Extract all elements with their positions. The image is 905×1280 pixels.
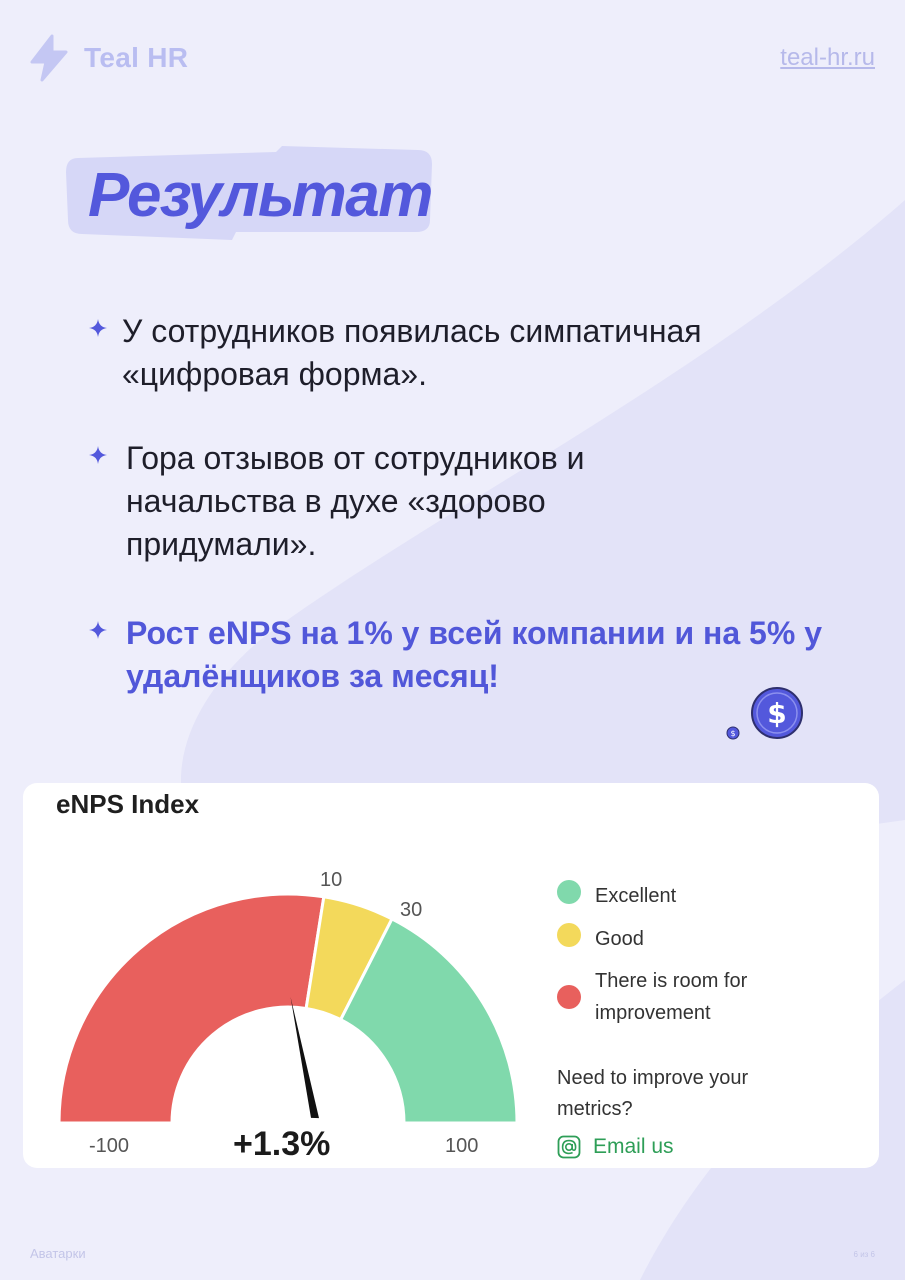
email-us-link[interactable]: Email us — [557, 1135, 674, 1159]
bullet-item: У сотрудников появилась симпатичная «циф… — [88, 310, 828, 396]
bullet-text: Гора отзывов от сотрудников и начальства… — [126, 440, 585, 562]
at-sign-icon — [557, 1135, 581, 1159]
lightning-icon — [30, 34, 68, 82]
small-coin-icon: $ — [726, 726, 740, 740]
tick-label-30: 30 — [400, 899, 423, 921]
legend-item-good: Good — [557, 923, 644, 955]
enps-card: eNPS Index -100 10 30 100 +1.3% Excellen… — [23, 783, 879, 1168]
sparkle-icon — [89, 319, 107, 337]
bullet-text-highlight: Рост eNPS на 1% у всей компании и на 5% … — [126, 615, 822, 694]
legend-label: Excellent — [595, 885, 677, 907]
tick-label-max: 100 — [445, 1135, 479, 1157]
gauge-segment-excellent — [338, 916, 519, 1125]
dollar-coin-icon: $ — [751, 687, 803, 739]
card-title: eNPS Index — [56, 789, 200, 819]
enps-gauge — [57, 892, 519, 1125]
bullet-text: У сотрудников появилась симпатичная «циф… — [122, 313, 702, 392]
sparkle-icon — [89, 621, 107, 639]
enps-value: +1.3% — [233, 1125, 331, 1163]
gauge-segment-room-for-improvement — [57, 892, 326, 1125]
page-title: Результат — [88, 161, 433, 230]
footer-page-indicator: 6 из 6 — [853, 1250, 875, 1259]
site-link[interactable]: teal-hr.ru — [780, 44, 875, 71]
tick-label-min: -100 — [89, 1135, 130, 1157]
email-us-label: Email us — [593, 1135, 674, 1158]
brand-logo[interactable]: Teal HR — [28, 34, 188, 82]
brand-name: Teal HR — [84, 42, 189, 73]
tick-label-10: 10 — [320, 869, 343, 891]
legend-dot-yellow — [557, 923, 581, 947]
bullet-item: Гора отзывов от сотрудников и начальства… — [88, 437, 828, 566]
legend-item-excellent: Excellent — [557, 880, 676, 912]
help-text: Need to improve your metrics? — [557, 1067, 749, 1120]
sparkle-icon — [89, 446, 107, 464]
bullet-item: Рост eNPS на 1% у всей компании и на 5% … — [88, 612, 828, 698]
legend-dot-red — [557, 985, 581, 1009]
svg-text:$: $ — [730, 729, 735, 738]
svg-text:$: $ — [767, 697, 786, 730]
legend-item-improvement: There is room for improvement — [557, 965, 795, 1029]
legend-label: There is room for improvement — [595, 970, 748, 1024]
gauge-needle — [290, 997, 319, 1119]
footer-left-text: Аватарки — [30, 1246, 86, 1261]
legend-label: Good — [595, 928, 644, 950]
title-highlight — [66, 146, 432, 240]
legend-dot-green — [557, 880, 581, 904]
